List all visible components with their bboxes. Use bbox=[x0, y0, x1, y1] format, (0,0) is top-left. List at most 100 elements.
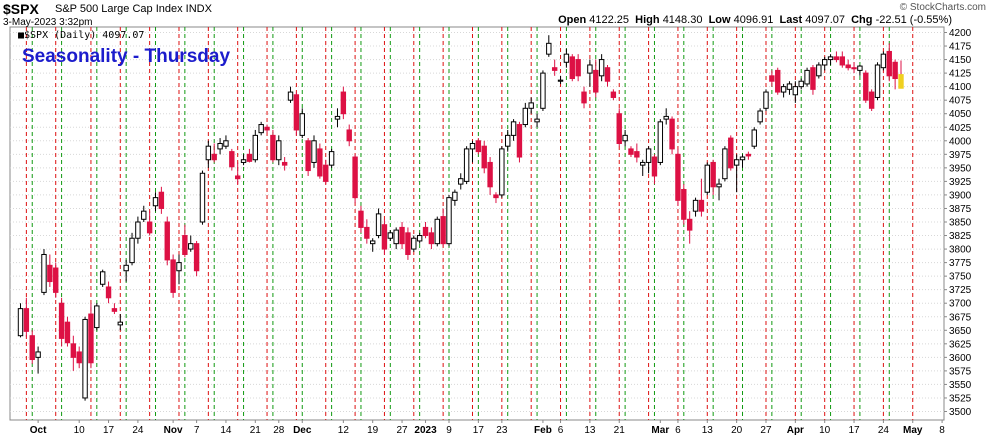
candle-body bbox=[892, 61, 898, 80]
y-tick-label: 3925 bbox=[949, 177, 972, 188]
candle-body bbox=[217, 142, 223, 150]
candle-body bbox=[710, 161, 716, 188]
candle bbox=[780, 83, 787, 98]
candle bbox=[199, 170, 206, 225]
candle bbox=[99, 269, 106, 287]
low-value: 4096.91 bbox=[733, 14, 774, 26]
candle-body bbox=[170, 259, 176, 293]
candle bbox=[252, 129, 259, 163]
symbol-label: $SPX bbox=[3, 1, 39, 17]
candle-body bbox=[323, 164, 329, 182]
candle bbox=[557, 75, 564, 84]
candle-body bbox=[851, 67, 857, 70]
y-tick-label: 4050 bbox=[949, 109, 972, 120]
candle bbox=[370, 238, 376, 252]
candle-body bbox=[88, 313, 94, 364]
candle-body bbox=[146, 221, 153, 234]
x-tick-label: 27 bbox=[396, 425, 408, 436]
candle-body bbox=[505, 134, 511, 147]
x-tick-label: 13 bbox=[584, 425, 596, 436]
candle bbox=[710, 159, 716, 195]
candle bbox=[698, 178, 705, 217]
candle bbox=[728, 135, 734, 171]
candle bbox=[804, 67, 810, 87]
candle bbox=[129, 232, 135, 266]
candle bbox=[540, 70, 546, 112]
candle bbox=[141, 205, 147, 222]
candle-body bbox=[716, 183, 722, 188]
candle-body bbox=[276, 140, 282, 161]
candle bbox=[23, 297, 30, 337]
candle-body bbox=[616, 113, 622, 144]
candle bbox=[575, 54, 581, 82]
candle-body bbox=[475, 140, 482, 153]
candle-body bbox=[804, 69, 810, 85]
y-tick-label: 3550 bbox=[949, 380, 972, 391]
candle-body bbox=[880, 53, 887, 69]
candle bbox=[810, 64, 816, 95]
candle-body bbox=[686, 218, 693, 231]
x-tick-label: 23 bbox=[496, 425, 508, 436]
symbol-description: S&P 500 Large Cap Index INDX bbox=[55, 3, 212, 15]
candle-body bbox=[798, 80, 804, 88]
candle bbox=[733, 154, 740, 193]
candle-body bbox=[94, 305, 100, 329]
y-tick-label: 3950 bbox=[949, 163, 972, 174]
x-tick-label: 17 bbox=[103, 425, 115, 436]
x-tick-label: 21 bbox=[614, 425, 626, 436]
y-tick-label: 4025 bbox=[949, 123, 972, 134]
candle-body bbox=[416, 235, 423, 242]
candle bbox=[886, 43, 892, 82]
x-tick-label: 21 bbox=[250, 425, 262, 436]
candle bbox=[88, 303, 94, 369]
candle bbox=[328, 148, 335, 168]
seasonality-annotation: Seasonality - Thursday bbox=[22, 46, 231, 67]
candle bbox=[375, 208, 382, 239]
candle bbox=[317, 143, 323, 179]
candle bbox=[833, 51, 840, 63]
candle bbox=[569, 54, 575, 82]
candle-body bbox=[604, 67, 611, 82]
y-tick-label: 4100 bbox=[949, 82, 972, 93]
candle bbox=[551, 59, 558, 76]
x-tick-label: 12 bbox=[338, 425, 350, 436]
candle-body bbox=[510, 121, 517, 136]
candle-body bbox=[281, 161, 288, 166]
high-value: 4148.30 bbox=[662, 14, 703, 26]
candle bbox=[82, 316, 88, 401]
x-tick-label: 24 bbox=[132, 425, 144, 436]
candle-body bbox=[857, 65, 863, 71]
candle-body bbox=[663, 115, 669, 120]
candle bbox=[123, 259, 129, 282]
candle bbox=[428, 227, 435, 250]
last-value: 4097.07 bbox=[805, 14, 845, 26]
candle bbox=[146, 211, 153, 236]
candle bbox=[775, 67, 781, 95]
x-tick-label: Feb bbox=[534, 425, 552, 436]
candle-body bbox=[370, 240, 376, 245]
candle-body bbox=[446, 197, 452, 245]
candle-body bbox=[111, 308, 118, 312]
candle-body bbox=[868, 91, 875, 109]
candle-body bbox=[786, 83, 793, 90]
candle-body bbox=[874, 64, 881, 98]
candle bbox=[29, 330, 35, 364]
candle-body bbox=[358, 210, 364, 228]
candle-body bbox=[29, 335, 35, 361]
candle-body bbox=[311, 140, 317, 163]
candle-body bbox=[188, 243, 194, 250]
candle bbox=[593, 59, 599, 98]
candle-body bbox=[833, 56, 840, 61]
candle-body bbox=[557, 79, 564, 82]
candle-body bbox=[158, 191, 165, 209]
candle-body bbox=[328, 151, 335, 166]
candle-body bbox=[105, 286, 112, 299]
candle-body bbox=[364, 226, 370, 239]
y-tick-label: 3500 bbox=[949, 407, 972, 418]
candle bbox=[393, 227, 399, 250]
x-tick-label: 9 bbox=[446, 425, 452, 436]
candle bbox=[716, 178, 722, 201]
candle bbox=[188, 235, 194, 252]
candle-body bbox=[669, 118, 675, 150]
